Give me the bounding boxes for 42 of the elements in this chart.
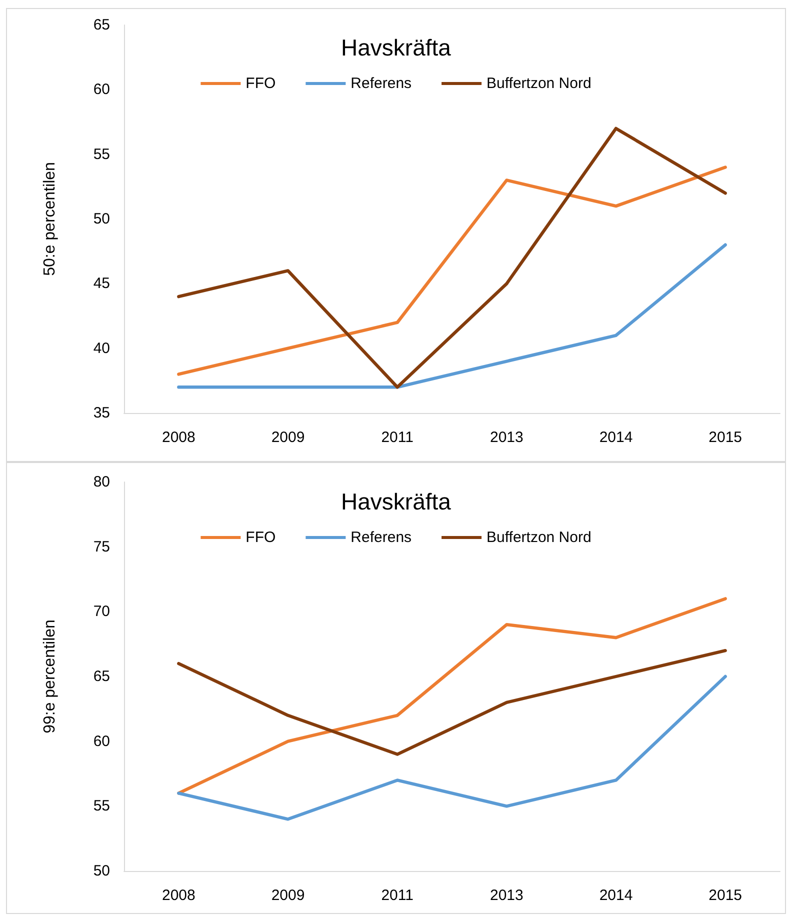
- y-tick-label: 45: [93, 275, 110, 292]
- x-tick-label: 2013: [490, 429, 524, 446]
- legend-label: Referens: [350, 529, 412, 546]
- y-tick-label: 55: [93, 146, 110, 163]
- y-tick-label: 55: [93, 798, 110, 815]
- x-tick-label: 2015: [708, 429, 742, 446]
- legend-label: Buffertzon Nord: [486, 529, 592, 546]
- legend-label: Referens: [350, 75, 412, 92]
- chart-title: Havskräfta: [341, 488, 452, 514]
- x-tick-label: 2011: [381, 429, 414, 446]
- y-tick-label: 70: [93, 603, 110, 620]
- x-tick-label: 2014: [599, 887, 633, 904]
- legend-label: FFO: [246, 75, 276, 92]
- x-tick-label: 2013: [490, 887, 524, 904]
- x-tick-label: 2014: [599, 429, 633, 446]
- legend-label: FFO: [246, 529, 276, 546]
- line-series: [177, 597, 727, 795]
- y-tick-label: 60: [93, 732, 110, 750]
- y-tick-label: 75: [93, 538, 110, 556]
- legend-label: Buffertzon Nord: [486, 75, 592, 92]
- y-tick-label: 40: [93, 340, 110, 357]
- y-tick-label: 50: [93, 210, 110, 228]
- line-series: [177, 674, 727, 821]
- x-tick-label: 2008: [162, 429, 196, 446]
- y-tick-label: 65: [93, 668, 110, 685]
- y-tick-label: 35: [93, 404, 110, 422]
- x-tick-label: 2008: [162, 887, 196, 904]
- y-tick-label: 65: [93, 16, 110, 34]
- x-tick-label: 2015: [708, 887, 742, 904]
- line-series: [177, 243, 727, 389]
- y-axis-title: 99:e percentilen: [42, 620, 58, 734]
- x-tick-label: 2011: [381, 887, 414, 904]
- line-series: [177, 126, 727, 389]
- y-tick-label: 60: [93, 81, 110, 98]
- y-tick-label: 80: [93, 474, 110, 490]
- line-series: [177, 166, 727, 376]
- line-series: [177, 648, 727, 756]
- x-tick-label: 2009: [271, 887, 305, 904]
- chart-title: Havskräfta: [341, 34, 452, 60]
- x-tick-label: 2009: [271, 429, 305, 446]
- y-axis-title: 50:e percentilen: [42, 162, 58, 276]
- y-tick-label: 50: [93, 862, 110, 880]
